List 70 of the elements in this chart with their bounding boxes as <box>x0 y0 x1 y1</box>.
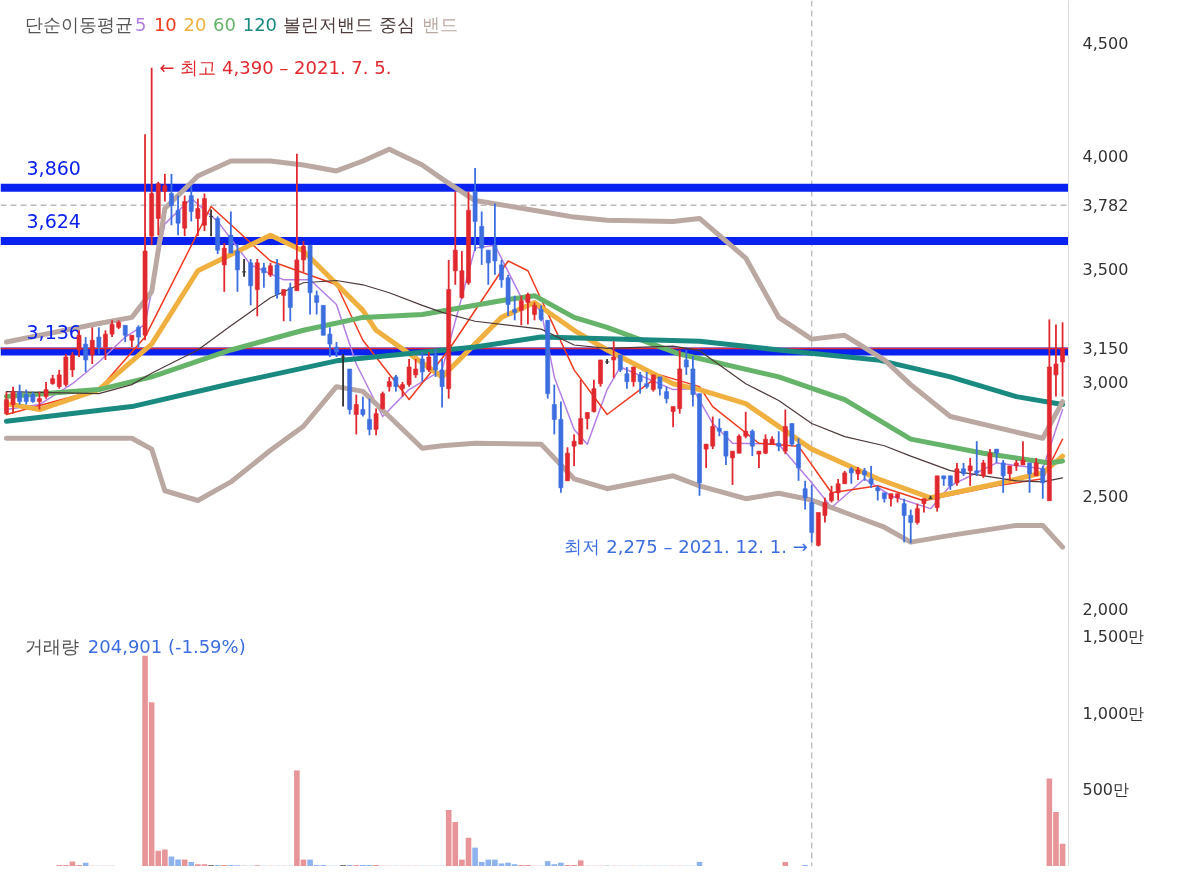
text: 5 <box>135 14 147 35</box>
candlestick <box>776 430 782 453</box>
candlestick <box>287 281 293 323</box>
candlestick <box>624 366 630 390</box>
candlestick <box>598 359 603 388</box>
candlestick <box>241 258 247 278</box>
annotation: 최저 2,275 – 2021. 12. 1. → <box>564 535 808 557</box>
candlestick <box>954 462 960 487</box>
candlestick <box>314 289 320 316</box>
candlestick <box>353 393 359 436</box>
candlestick <box>426 351 432 373</box>
candlestick <box>1040 464 1046 500</box>
candlestick <box>915 502 920 526</box>
y-tick-label: 1,500만 <box>1082 626 1145 646</box>
text: 거래량 <box>24 636 79 657</box>
ref-line-label: 3,136 <box>26 320 81 343</box>
candlestick <box>96 326 102 355</box>
candlestick <box>1000 459 1006 494</box>
candlestick <box>169 172 174 227</box>
ref-line-label: 3,150 <box>1082 339 1129 359</box>
annotation: ← 최고 4,390 – 2021. 7. 5. <box>159 57 392 79</box>
y-tick-label: 4,500 <box>1082 33 1129 53</box>
candlestick <box>367 397 372 437</box>
candlestick <box>512 294 518 322</box>
candlestick <box>591 378 597 414</box>
text: 밴드 <box>421 14 458 35</box>
candlestick <box>419 351 425 383</box>
candlestick <box>17 383 22 406</box>
candlestick <box>1027 462 1032 494</box>
candlestick <box>967 457 973 487</box>
candlestick <box>631 366 636 388</box>
candlestick <box>749 428 755 458</box>
bar <box>188 861 195 866</box>
candlestick <box>136 324 141 348</box>
text: 204,901 (-1.59%) <box>87 636 246 657</box>
legend-title: 단순이동평균 <box>24 14 133 35</box>
y-tick-label: 3,500 <box>1082 260 1129 280</box>
text: 120 <box>242 14 278 35</box>
candlestick <box>281 288 287 323</box>
y-tick-label: 500만 <box>1082 780 1130 800</box>
candlestick <box>360 395 366 418</box>
y-tick-label: 2,500 <box>1082 486 1129 506</box>
candlestick <box>340 353 346 408</box>
candlestick <box>188 184 194 223</box>
candlestick <box>611 340 617 379</box>
y-tick-label: 2,000 <box>1082 599 1129 619</box>
candlestick <box>683 349 689 376</box>
y-tick-label: 4,000 <box>1082 147 1129 166</box>
y-tick-label: 1,000만 <box>1082 703 1145 723</box>
candlestick <box>261 261 267 289</box>
candlestick <box>479 210 485 266</box>
candlestick <box>802 479 808 511</box>
text: 20 <box>183 14 207 35</box>
candlestick <box>83 336 88 373</box>
text: 볼린저밴드 중심 <box>283 14 415 35</box>
text: 10 <box>153 14 177 35</box>
ref-line-label: 3,860 <box>26 156 81 179</box>
ref-line-label: 3,782 <box>1082 196 1129 216</box>
line-series <box>5 279 1064 483</box>
y-tick-label: 3,000 <box>1082 373 1129 393</box>
candlestick <box>175 194 181 237</box>
candlestick <box>637 371 643 395</box>
candlestick <box>657 376 663 397</box>
candlestick <box>868 464 874 489</box>
ref-line-label: 3,624 <box>26 210 81 233</box>
candlestick <box>373 407 379 437</box>
candlestick <box>974 440 980 477</box>
candlestick <box>248 258 254 307</box>
text: 60 <box>213 14 237 35</box>
candlestick <box>221 242 227 293</box>
